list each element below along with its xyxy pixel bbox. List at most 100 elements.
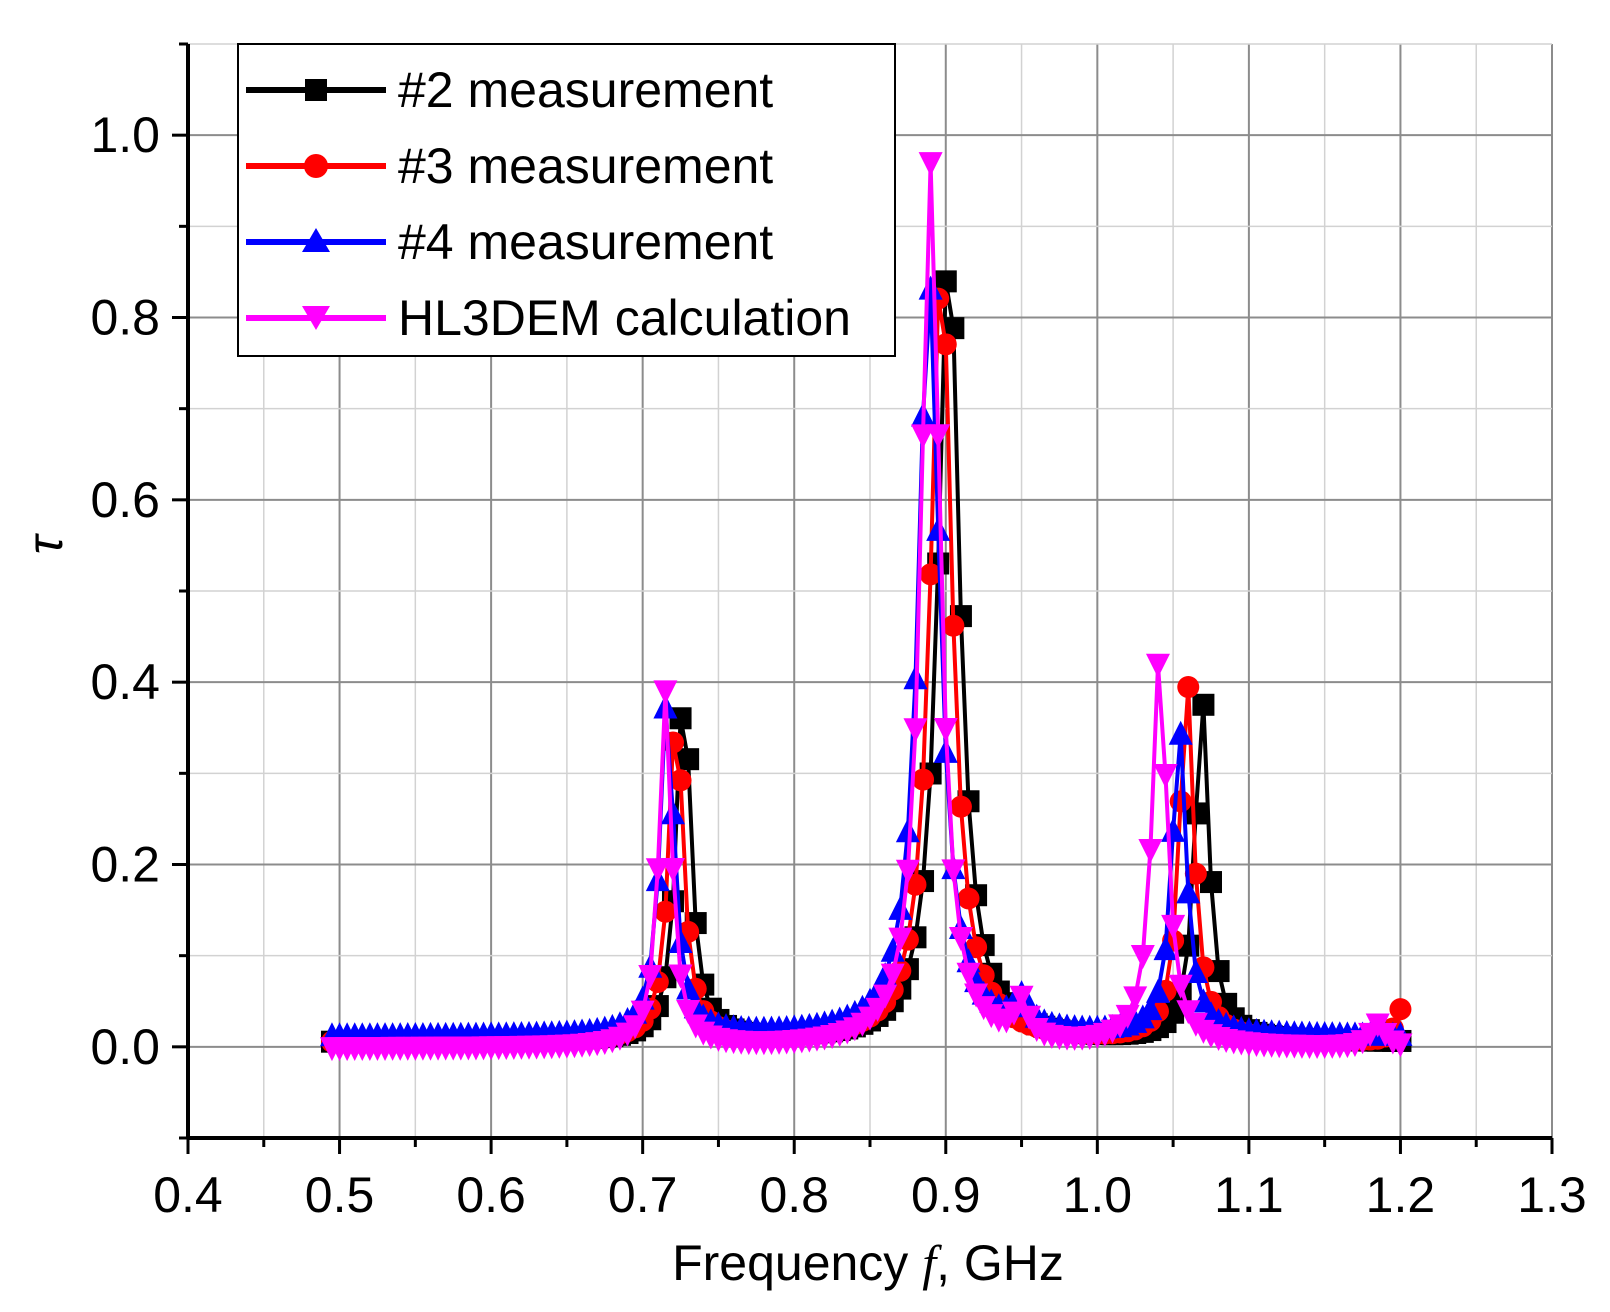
- x-tick-label: 1.2: [1366, 1167, 1436, 1223]
- x-tick-label: 0.6: [456, 1167, 526, 1223]
- series-1: [320, 270, 1412, 1053]
- y-tick-label: 0.6: [90, 472, 160, 528]
- data-point: [676, 999, 701, 1024]
- legend-entry-series-4: #4 measurement: [246, 214, 773, 270]
- data-point: [676, 975, 701, 1000]
- data-point: [956, 962, 981, 987]
- legend-entry-series-calc: HL3DEM calculation: [246, 290, 851, 346]
- data-point: [1192, 693, 1215, 716]
- data-point: [1176, 1000, 1201, 1025]
- legend: #2 measurement #3 measurement #4 measure…: [237, 43, 896, 357]
- x-tick-label: 1.0: [1063, 1167, 1133, 1223]
- data-point: [669, 707, 692, 730]
- data-point: [1017, 1005, 1042, 1030]
- legend-label-series-2: #2 measurement: [398, 62, 773, 118]
- data-point: [1388, 1033, 1413, 1058]
- data-point: [911, 424, 936, 449]
- data-point: [638, 964, 663, 989]
- data-point: [888, 895, 913, 920]
- x-axis-title: Frequency f, GHz: [672, 1235, 1064, 1291]
- data-point: [880, 963, 905, 988]
- data-point: [918, 152, 943, 177]
- data-point: [668, 964, 693, 989]
- data-point: [895, 859, 920, 884]
- legend-label-series-4: #4 measurement: [398, 214, 773, 270]
- y-tick-label: 1.0: [90, 107, 160, 163]
- data-point: [918, 275, 943, 300]
- data-point: [888, 927, 913, 952]
- legend-marker-triangle-up: [302, 228, 330, 252]
- data-point: [934, 333, 957, 356]
- data-point: [949, 795, 972, 818]
- data-point: [1168, 974, 1193, 999]
- data-point: [895, 818, 920, 843]
- data-point: [926, 516, 951, 541]
- data-point: [1153, 763, 1178, 788]
- x-tick-label: 1.3: [1517, 1167, 1587, 1223]
- legend-box: [237, 43, 896, 357]
- data-point: [912, 768, 935, 791]
- data-point: [1161, 914, 1186, 939]
- legend-marker-triangle-down: [302, 306, 330, 330]
- legend-entry-series-3: #3 measurement: [246, 138, 773, 194]
- data-point: [677, 748, 700, 771]
- data-point: [926, 424, 951, 449]
- y-axis-title: τ: [17, 532, 73, 554]
- data-point: [1389, 998, 1412, 1021]
- y-tick-label: 0.2: [90, 837, 160, 893]
- data-point: [942, 614, 965, 637]
- legend-entry-series-2: #2 measurement: [246, 62, 773, 118]
- series-layer: [319, 152, 1413, 1062]
- y-tick-label: 0.0: [90, 1019, 160, 1075]
- data-point: [1138, 839, 1163, 864]
- data-point: [1130, 944, 1155, 969]
- legend-label-series-calc: HL3DEM calculation: [398, 290, 851, 346]
- data-point: [1184, 862, 1207, 885]
- data-point: [919, 563, 942, 586]
- data-point: [654, 900, 677, 923]
- x-tick-label: 0.8: [759, 1167, 829, 1223]
- x-tick-label: 0.9: [911, 1167, 981, 1223]
- data-point: [660, 800, 685, 825]
- data-point: [660, 858, 685, 883]
- data-point: [669, 769, 692, 792]
- data-point: [630, 1000, 655, 1025]
- x-tick-label: 0.5: [305, 1167, 375, 1223]
- legend-label-series-3: #3 measurement: [398, 138, 773, 194]
- legend-marker-circle: [304, 154, 328, 178]
- data-point: [1138, 996, 1163, 1021]
- series-4: [319, 152, 1413, 1062]
- data-point: [653, 680, 678, 705]
- data-point: [1184, 802, 1207, 825]
- data-point: [934, 270, 957, 293]
- series-line: [332, 288, 1401, 1038]
- y-tick-label: 0.4: [90, 654, 160, 710]
- data-point: [964, 983, 989, 1008]
- data-point: [1115, 1004, 1140, 1029]
- data-point: [873, 984, 898, 1009]
- series-line: [332, 281, 1401, 1044]
- data-point: [933, 717, 958, 742]
- data-point: [948, 927, 973, 952]
- series-2: [320, 287, 1412, 1053]
- data-point: [1153, 936, 1178, 961]
- x-tick-label: 0.7: [608, 1167, 678, 1223]
- data-point: [668, 929, 693, 954]
- data-point: [957, 887, 980, 910]
- axes: 0.4 0.5 0.6 0.7 0.8 0.9 1.0 1.1 1.2 1.3 0.0 0.2 0.4 0…: [90, 42, 1587, 1223]
- data-point: [1009, 985, 1034, 1010]
- data-point: [1123, 986, 1148, 1011]
- data-point: [903, 718, 928, 743]
- data-point: [645, 858, 670, 883]
- x-tick-label: 1.1: [1214, 1167, 1284, 1223]
- data-point: [1145, 653, 1170, 678]
- data-point: [1176, 879, 1201, 904]
- data-point: [1168, 720, 1193, 745]
- series-line: [332, 298, 1403, 1044]
- legend-marker-square: [305, 79, 327, 101]
- data-point: [941, 859, 966, 884]
- data-point: [1145, 978, 1170, 1003]
- y-tick-label: 0.8: [90, 290, 160, 346]
- data-point: [1177, 676, 1200, 699]
